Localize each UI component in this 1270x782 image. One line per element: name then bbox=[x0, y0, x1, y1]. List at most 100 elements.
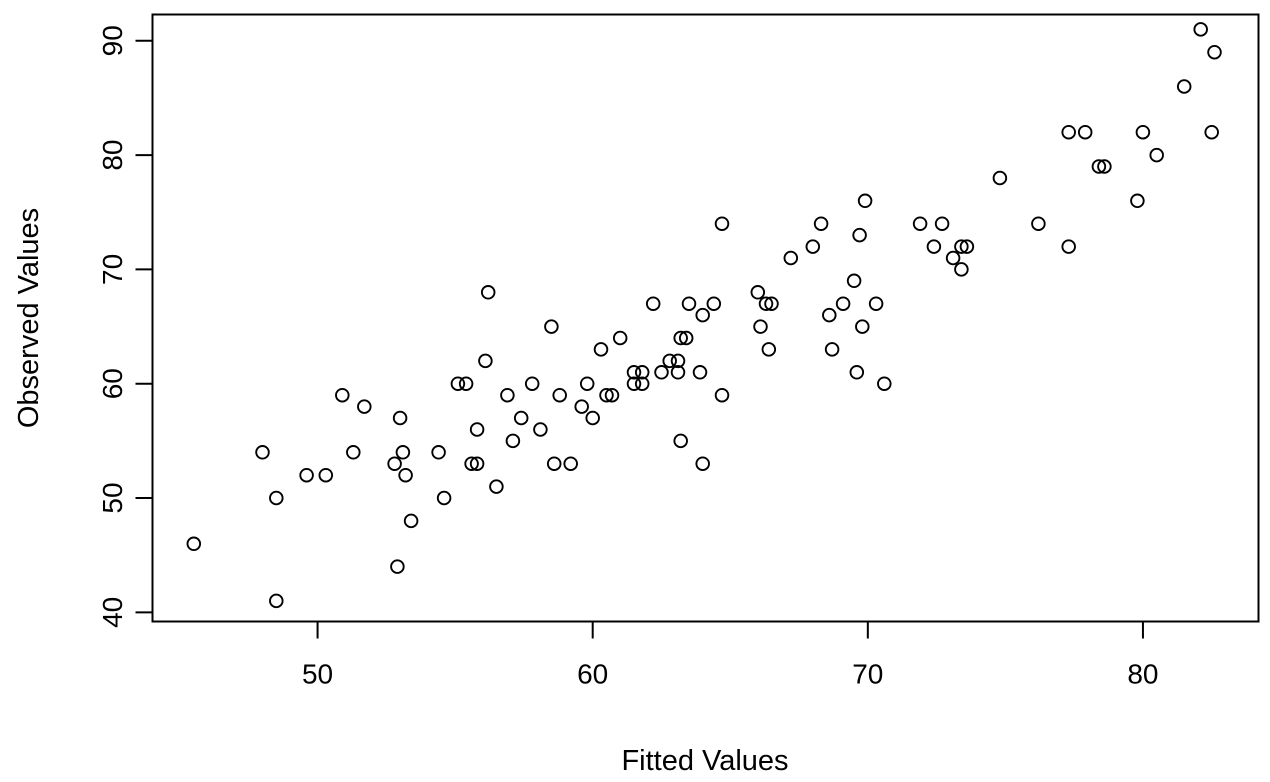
data-point bbox=[645, 296, 661, 311]
data-point bbox=[1176, 79, 1192, 94]
data-point bbox=[634, 365, 650, 380]
data-point bbox=[544, 319, 559, 334]
data-point bbox=[678, 330, 694, 346]
data-point bbox=[849, 365, 865, 380]
data-point bbox=[450, 376, 466, 391]
data-point bbox=[852, 227, 867, 243]
data-point bbox=[579, 376, 595, 391]
x-tick-label: 80 bbox=[1127, 659, 1158, 690]
data-point bbox=[436, 490, 452, 506]
data-point bbox=[1061, 124, 1076, 140]
data-point bbox=[835, 296, 851, 311]
data-point bbox=[398, 467, 413, 483]
data-point bbox=[695, 456, 710, 471]
data-point bbox=[783, 250, 799, 266]
data-point bbox=[761, 342, 777, 357]
data-point bbox=[1207, 44, 1222, 60]
data-point bbox=[1149, 147, 1164, 163]
data-point bbox=[299, 467, 314, 483]
data-point bbox=[513, 410, 529, 426]
data-point bbox=[926, 239, 942, 254]
data-point bbox=[813, 216, 829, 231]
data-point bbox=[992, 170, 1008, 186]
data-point bbox=[634, 376, 650, 391]
data-point bbox=[1061, 239, 1076, 254]
data-point bbox=[695, 307, 710, 323]
data-point bbox=[857, 193, 873, 209]
axis-tick-labels: 50 60 70 80 40 50 60 70 80 90 bbox=[97, 25, 1159, 689]
data-point bbox=[758, 296, 774, 311]
plot-border bbox=[151, 13, 1260, 623]
data-point bbox=[563, 456, 578, 471]
data-point bbox=[714, 216, 730, 231]
data-point bbox=[1135, 124, 1151, 140]
data-point bbox=[593, 342, 609, 357]
data-point bbox=[846, 273, 862, 289]
data-point bbox=[706, 296, 722, 311]
data-point bbox=[673, 433, 688, 449]
data-point bbox=[681, 296, 697, 311]
y-tick-label: 80 bbox=[97, 140, 128, 171]
data-point bbox=[1130, 193, 1145, 209]
x-tick-label: 70 bbox=[852, 659, 883, 690]
data-point bbox=[524, 376, 540, 391]
data-point bbox=[469, 456, 485, 471]
data-point bbox=[692, 365, 708, 380]
data-point bbox=[612, 330, 628, 346]
data-point bbox=[255, 445, 270, 460]
data-point bbox=[357, 399, 372, 414]
data-point bbox=[390, 559, 405, 574]
data-point bbox=[269, 593, 284, 609]
axis-ticks bbox=[135, 39, 1144, 639]
data-point bbox=[269, 490, 284, 506]
x-tick-label: 60 bbox=[577, 659, 608, 690]
data-point bbox=[912, 216, 928, 231]
data-point bbox=[346, 445, 361, 460]
y-axis-title: Observed Values bbox=[13, 208, 45, 428]
data-point bbox=[954, 262, 969, 277]
y-tick-label: 90 bbox=[97, 25, 128, 56]
data-point bbox=[574, 399, 589, 414]
data-point bbox=[855, 319, 870, 334]
data-point bbox=[500, 387, 515, 403]
data-point bbox=[431, 445, 446, 460]
y-tick-label: 70 bbox=[97, 254, 128, 285]
data-point bbox=[585, 410, 600, 426]
data-point bbox=[1097, 159, 1112, 174]
data-point bbox=[805, 239, 821, 254]
data-point bbox=[670, 365, 686, 380]
x-tick-label: 50 bbox=[302, 659, 333, 690]
data-point bbox=[945, 250, 961, 266]
data-point bbox=[546, 456, 562, 471]
data-point bbox=[395, 445, 411, 460]
data-point bbox=[464, 456, 479, 471]
data-point bbox=[1031, 216, 1046, 231]
data-point bbox=[750, 285, 766, 300]
data-point bbox=[489, 479, 504, 494]
y-tick-label: 50 bbox=[97, 482, 128, 513]
data-point bbox=[318, 467, 334, 483]
data-point bbox=[387, 456, 402, 471]
data-point bbox=[469, 422, 485, 437]
y-tick-label: 40 bbox=[97, 597, 128, 628]
data-point bbox=[934, 216, 950, 231]
data-point bbox=[626, 365, 642, 380]
data-point bbox=[753, 319, 768, 334]
data-point bbox=[954, 239, 969, 254]
data-point bbox=[654, 365, 669, 380]
data-points bbox=[186, 22, 1222, 609]
data-point bbox=[1091, 159, 1107, 174]
data-point bbox=[714, 387, 730, 403]
data-point bbox=[480, 285, 496, 300]
data-point bbox=[764, 296, 779, 311]
data-point bbox=[1193, 22, 1208, 37]
data-point bbox=[868, 296, 884, 311]
data-point bbox=[505, 433, 521, 449]
data-point bbox=[604, 387, 620, 403]
data-point bbox=[822, 307, 837, 323]
data-point bbox=[458, 376, 474, 391]
data-point bbox=[599, 387, 614, 403]
y-tick-label: 60 bbox=[97, 368, 128, 399]
